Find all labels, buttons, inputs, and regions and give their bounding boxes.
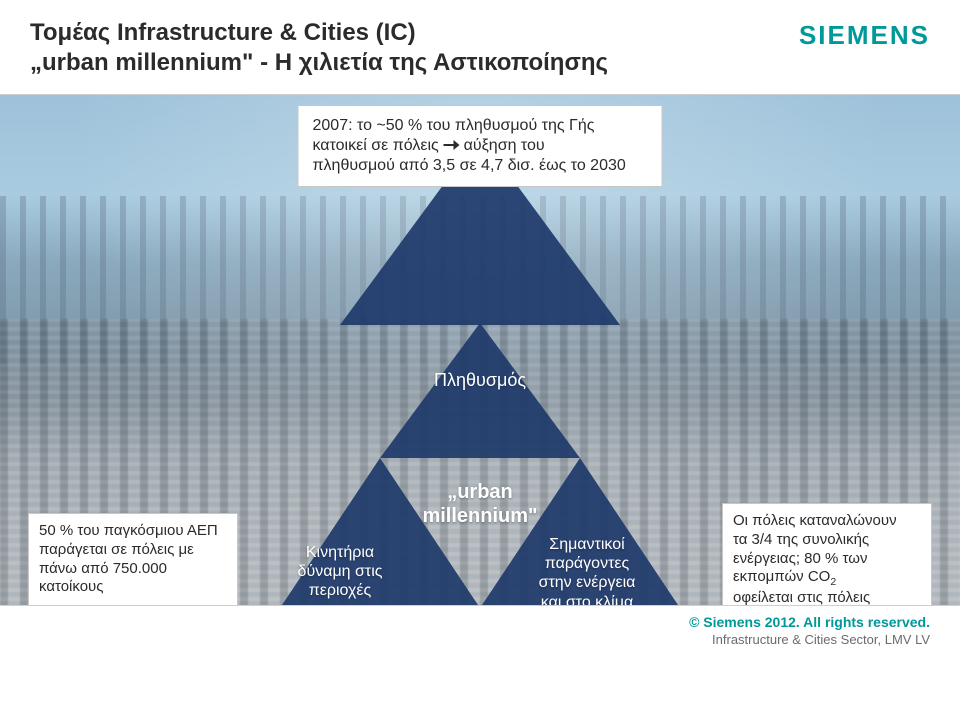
right-info-box: Οι πόλεις καταναλώνουν τα 3/4 της συνολι… bbox=[722, 503, 932, 617]
triangle-right-label: Σημαντικοί παράγοντες στην ενέργεια και … bbox=[512, 535, 662, 612]
topbox-line1: 2007: το ~50 % του πληθυσμού της Γής bbox=[313, 116, 648, 136]
arrow-right-icon bbox=[443, 137, 459, 149]
header: Τομέας Infrastructure & Cities (IC) „urb… bbox=[0, 0, 960, 88]
title-block: Τομέας Infrastructure & Cities (IC) „urb… bbox=[30, 18, 608, 78]
topbox-line3: πληθυσμού από 3,5 σε 4,7 δισ. έως το 203… bbox=[313, 156, 648, 176]
footer-copyright: © Siemens 2012. All rights reserved. bbox=[689, 614, 930, 630]
population-label: Πληθυσμός bbox=[434, 370, 526, 391]
rightbox-l4: εκπομπών CO2 bbox=[733, 568, 921, 589]
siemens-logo: SIEMENS bbox=[799, 20, 930, 51]
topbox-line2: κατοικεί σε πόλεις αύξηση του bbox=[313, 136, 648, 156]
footer: © Siemens 2012. All rights reserved. Inf… bbox=[0, 605, 960, 655]
footer-sector: Infrastructure & Cities Sector, LMV LV bbox=[689, 632, 930, 647]
title-line-2: „urban millennium" - Η χιλιετία της Αστι… bbox=[30, 48, 608, 78]
left-info-box: 50 % του παγκόσμιου ΑΕΠ παράγεται σε πόλ… bbox=[28, 513, 238, 606]
triangle-left-label: Κινητήρια δύναμη στις περιοχές bbox=[280, 543, 400, 601]
title-line-1: Τομέας Infrastructure & Cities (IC) bbox=[30, 18, 608, 48]
top-info-box: 2007: το ~50 % του πληθυσμού της Γής κατ… bbox=[298, 105, 663, 187]
urban-millennium-label: „urban millennium" bbox=[422, 480, 537, 528]
main-content: 2007: το ~50 % του πληθυσμού της Γής κατ… bbox=[0, 95, 960, 655]
